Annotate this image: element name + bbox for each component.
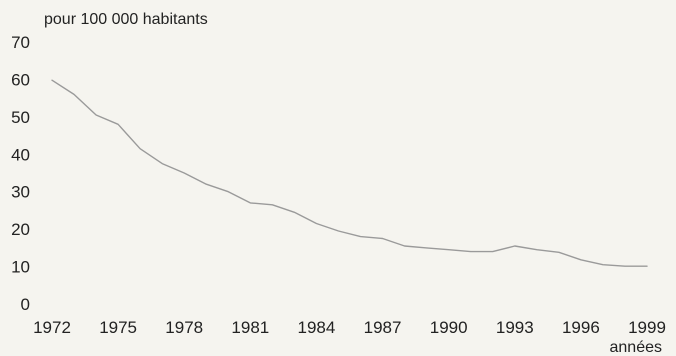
- x-tick-label: 1990: [430, 318, 468, 337]
- y-tick-label: 50: [11, 108, 30, 127]
- y-axis-tick-labels: 0 10 20 30 40 50 60 70: [11, 33, 30, 314]
- x-tick-label: 1975: [99, 318, 137, 337]
- x-tick-label: 1978: [165, 318, 203, 337]
- x-axis-title: années: [610, 339, 663, 356]
- y-tick-label: 60: [11, 70, 30, 89]
- y-tick-label: 20: [11, 220, 30, 239]
- series-group: [51, 79, 648, 267]
- y-tick-label: 40: [11, 145, 30, 164]
- y-tick-label: 10: [11, 258, 30, 277]
- x-axis-tick-labels: 1972 1975 1978 1981 1984 1987 1990 1993 1996 1999: [33, 318, 666, 337]
- x-tick-label: 1972: [33, 318, 71, 337]
- x-tick-label: 1996: [562, 318, 600, 337]
- y-axis-title: pour 100 000 habitants: [44, 11, 208, 28]
- x-tick-label: 1984: [298, 318, 336, 337]
- y-tick-label: 30: [11, 183, 30, 202]
- y-tick-label: 0: [21, 295, 30, 314]
- x-tick-label: 1999: [628, 318, 666, 337]
- x-tick-label: 1981: [231, 318, 269, 337]
- x-tick-label: 1987: [364, 318, 402, 337]
- x-tick-label: 1993: [496, 318, 534, 337]
- series-line: [51, 79, 648, 267]
- y-tick-label: 70: [11, 33, 30, 52]
